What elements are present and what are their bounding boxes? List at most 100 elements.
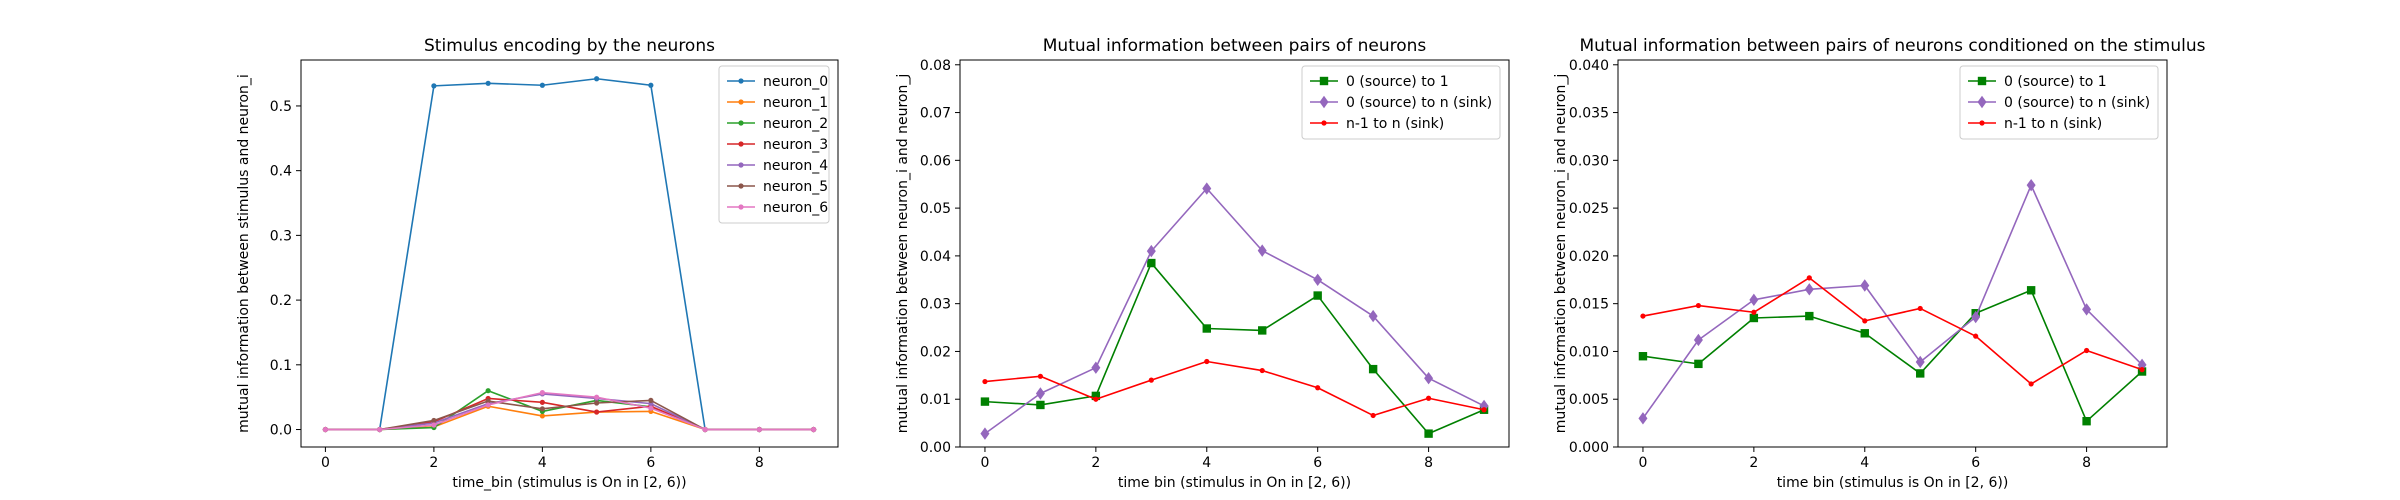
data-point (1370, 412, 1376, 419)
data-point (431, 83, 437, 89)
y-tick-label: 0.08 (920, 58, 951, 74)
data-point (648, 397, 654, 404)
data-point (1971, 310, 1981, 324)
plot-frame (959, 59, 1510, 448)
x-axis-label: time bin (stimulus in On in [2, 6)) (1118, 475, 1351, 491)
series-line (984, 360, 1485, 417)
legend-item: 0 (source) to n (sink) (1968, 95, 2150, 111)
legend: 0 (source) to 1 0 (source) to n (sink) n-1… (1959, 65, 2159, 140)
data-point (1860, 329, 1869, 338)
y-axis-label: mutual information between stimulus and … (236, 74, 252, 433)
data-point (2137, 358, 2147, 372)
y-tick-label: 0.030 (1569, 153, 1609, 169)
data-point (2026, 286, 2036, 295)
y-tick-label: 0.0 (270, 423, 292, 439)
data-point (594, 400, 600, 406)
y-axis-label: mutual information between neuron_i and … (895, 74, 911, 434)
y-tick-label: 0.07 (920, 106, 951, 122)
legend-label: neuron_3 (763, 137, 828, 153)
legend-label: neuron_4 (763, 158, 828, 174)
legend-marker (738, 141, 744, 147)
data-point (1257, 244, 1267, 257)
data-point (2139, 367, 2145, 373)
x-tick-label: 6 (1313, 455, 1322, 471)
series-line (984, 187, 1485, 435)
y-axis-label: mutual information between neuron_i and … (1553, 74, 1569, 434)
series-line (325, 391, 814, 431)
data-point (1860, 279, 1870, 292)
data-point (1202, 324, 1211, 333)
legend-item: 0 (source) to 1 (1968, 74, 2107, 90)
plot-frame (300, 59, 839, 448)
y-tick-label: 0.04 (920, 249, 951, 265)
legend-label: neuron_0 (763, 74, 828, 90)
data-point (431, 422, 437, 428)
data-point (594, 76, 600, 82)
data-point (1916, 369, 1925, 378)
legend-marker (738, 99, 744, 105)
data-point (1749, 293, 1759, 307)
x-tick-label: 6 (646, 455, 655, 471)
series-line (1642, 289, 2143, 423)
x-tick-label: 0 (321, 455, 330, 471)
x-tick-label: 8 (755, 455, 764, 471)
legend-item: neuron_1 (727, 95, 828, 111)
legend: neuron_0 neuron_1 neuron_2 neuron_3 neuron_4… (718, 65, 830, 224)
legend-marker (738, 162, 744, 168)
data-point (1973, 333, 1979, 339)
x-tick-label: 4 (538, 455, 547, 471)
data-point (1313, 291, 1322, 300)
legend-frame (1301, 65, 1501, 140)
series-line (984, 262, 1485, 435)
data-point (1805, 311, 1814, 321)
y-tick-label: 0.01 (920, 392, 951, 408)
legend: 0 (source) to 1 0 (source) to n (sink) n-1… (1301, 65, 1501, 140)
x-tick-label: 6 (1971, 455, 1980, 471)
data-point (1035, 387, 1045, 400)
data-point (1424, 372, 1434, 385)
series-line (1642, 184, 2143, 419)
data-point (648, 82, 654, 88)
data-point (322, 426, 329, 433)
data-point (1804, 283, 1814, 296)
data-point (1806, 275, 1812, 281)
y-tick-label: 0.00 (920, 440, 951, 456)
data-point (1259, 367, 1265, 374)
data-point (1036, 400, 1045, 410)
series-0-source-to-1 (980, 258, 1489, 438)
y-tick-label: 0.2 (270, 293, 292, 309)
chart-panel-conditional-mi: Mutual information between pairs of neur… (1553, 36, 2206, 491)
legend-marker (1977, 95, 1987, 109)
data-point (539, 390, 545, 396)
y-tick-label: 0.005 (1569, 392, 1609, 408)
y-tick-label: 0.010 (1569, 344, 1609, 360)
data-point (1638, 412, 1648, 425)
x-axis-label: time_bin (stimulus is On in [2, 6)) (452, 475, 686, 491)
legend-frame (1959, 65, 2159, 140)
data-point (1204, 358, 1210, 365)
series-line (325, 393, 814, 431)
data-point (1640, 313, 1646, 319)
x-axis-label: time bin (stimulus is On in [2, 6)) (1777, 475, 2009, 491)
x-tick-label: 0 (1638, 455, 1647, 471)
data-point (1695, 302, 1702, 309)
series-0-source-to-n-sink (980, 182, 1489, 440)
data-point (1638, 352, 1648, 361)
data-point (1481, 407, 1487, 413)
legend-item: neuron_0 (727, 74, 828, 90)
y-tick-label: 0.035 (1569, 106, 1609, 122)
y-tick-label: 0.06 (920, 153, 951, 169)
legend-label: 0 (source) to n (sink) (1346, 95, 1492, 111)
data-point (980, 427, 990, 440)
legend-frame (718, 65, 830, 224)
data-point (2083, 347, 2090, 354)
legend-marker (1977, 76, 1987, 86)
data-point (431, 417, 437, 424)
data-point (756, 426, 762, 433)
data-point (1315, 385, 1321, 391)
y-tick-label: 0.025 (1569, 201, 1609, 217)
legend-label: neuron_5 (763, 179, 828, 195)
data-point (1091, 361, 1101, 374)
chart-title: Stimulus encoding by the neurons (424, 36, 715, 56)
legend-item: 0 (source) to n (sink) (1310, 95, 1492, 111)
